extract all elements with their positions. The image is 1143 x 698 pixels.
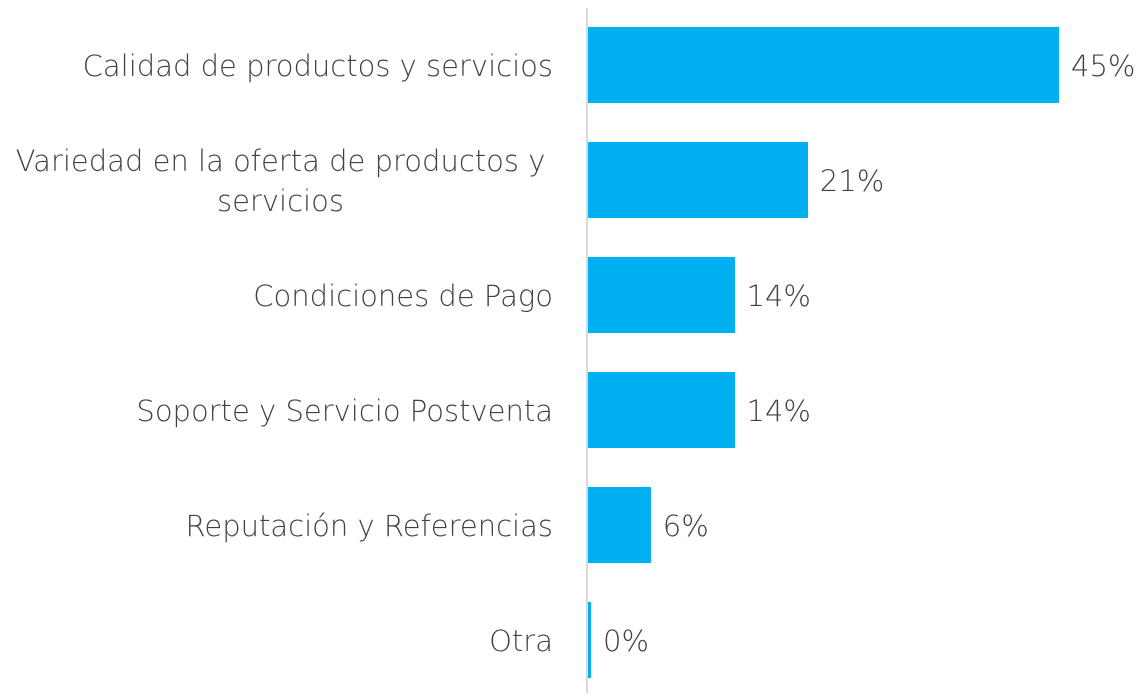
bar-row: Otra 0% <box>0 583 1143 698</box>
category-label-box: Reputación y Referencias <box>0 468 553 583</box>
category-label: Soporte y Servicio Postventa <box>136 393 553 428</box>
category-label-box: Otra <box>0 583 553 698</box>
value-label: 14% <box>746 393 811 428</box>
bar <box>588 602 591 678</box>
bar-row: Calidad de productos y servicios 45% <box>0 8 1143 123</box>
category-label: Calidad de productos y servicios <box>82 48 553 83</box>
bar-row: Reputación y Referencias 6% <box>0 468 1143 583</box>
category-label-box: Calidad de productos y servicios <box>0 8 553 123</box>
category-label-box: Soporte y Servicio Postventa <box>0 353 553 468</box>
bar <box>588 257 735 333</box>
value-label: 6% <box>662 508 709 543</box>
bar <box>588 487 651 563</box>
bar-row: Variedad en la oferta de productos y ser… <box>0 123 1143 238</box>
bar <box>588 142 808 218</box>
category-label: Reputación y Referencias <box>185 508 553 543</box>
category-label: Variedad en la oferta de productos y ser… <box>15 143 546 218</box>
category-label-box: Condiciones de Pago <box>0 238 553 353</box>
category-label: Otra <box>489 623 553 658</box>
bar <box>588 27 1059 103</box>
bar-row: Condiciones de Pago 14% <box>0 238 1143 353</box>
category-label-box: Variedad en la oferta de productos y ser… <box>0 123 553 238</box>
bar <box>588 372 735 448</box>
value-label: 21% <box>819 163 885 198</box>
category-label: Condiciones de Pago <box>253 278 553 313</box>
value-label: 45% <box>1071 48 1136 83</box>
axis-line <box>586 8 588 693</box>
bar-row: Soporte y Servicio Postventa 14% <box>0 353 1143 468</box>
value-label: 0% <box>603 623 650 658</box>
value-label: 14% <box>746 278 811 313</box>
